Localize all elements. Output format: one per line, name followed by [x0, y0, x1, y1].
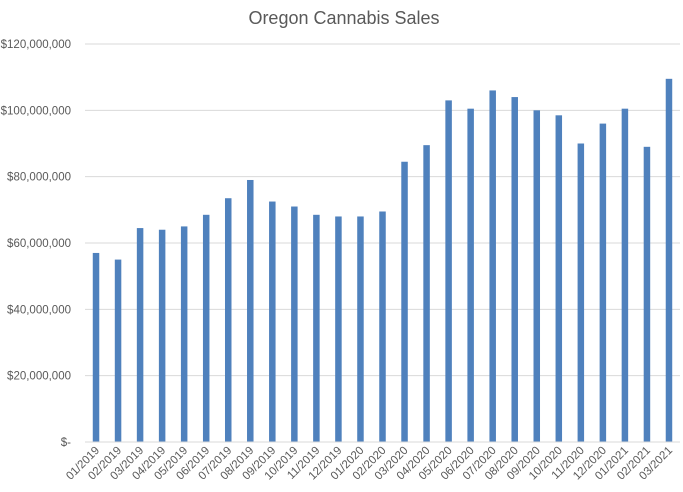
bar [180, 226, 188, 442]
bar [114, 259, 122, 442]
chart-title: Oregon Cannabis Sales [248, 8, 439, 28]
x-axis-tick-labels: 01/201902/201903/201904/201905/201906/20… [64, 445, 675, 483]
bar [202, 214, 210, 442]
bar [467, 108, 474, 443]
bar [643, 146, 651, 443]
bar [136, 228, 144, 442]
y-tick-label: $60,000,000 [7, 238, 71, 250]
bar [423, 145, 430, 443]
y-tick-label: $20,000,000 [7, 371, 71, 383]
bar [533, 110, 541, 442]
y-axis-tick-labels: $- $20,000,000 $40,000,000 $60,000,000 $80,0… [1, 39, 72, 449]
y-tick-label: $40,000,000 [7, 304, 71, 316]
y-tick-label: $80,000,000 [7, 172, 71, 184]
bar [357, 216, 364, 442]
bar [92, 252, 100, 442]
bar [313, 214, 320, 442]
bar [158, 229, 166, 442]
bar [665, 78, 673, 442]
bar [599, 123, 607, 442]
bar [291, 206, 298, 442]
bar [224, 198, 232, 442]
bar [269, 201, 276, 442]
bar [577, 143, 585, 442]
y-tick-label: $100,000,000 [1, 105, 71, 117]
bar [445, 100, 452, 442]
bar [247, 179, 254, 442]
bar [379, 211, 386, 442]
bar [401, 161, 408, 442]
bar [489, 90, 496, 442]
bar-series [92, 78, 673, 443]
y-tick-label: $120,000,000 [1, 39, 71, 51]
bar [621, 108, 629, 443]
y-tick-label: $- [61, 437, 71, 449]
bar [511, 97, 518, 443]
bar [555, 115, 563, 442]
bar [335, 216, 342, 442]
